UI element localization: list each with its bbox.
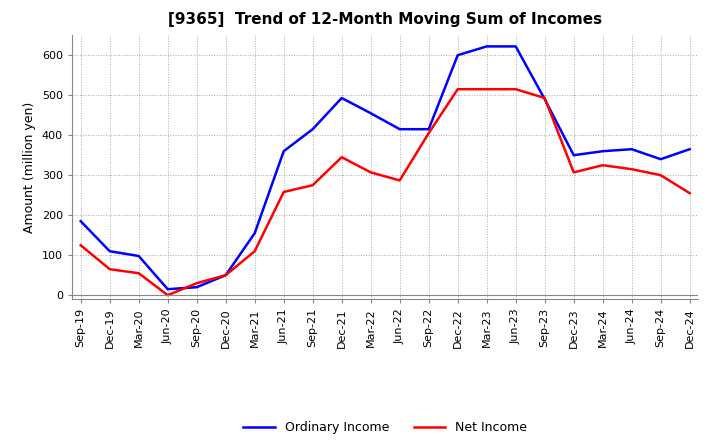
Ordinary Income: [482, 44, 491, 49]
Ordinary Income: [395, 127, 404, 132]
Net Income: [338, 154, 346, 160]
Ordinary Income: [135, 253, 143, 259]
Net Income: [511, 87, 520, 92]
Ordinary Income: [570, 153, 578, 158]
Net Income: [395, 178, 404, 183]
Net Income: [221, 272, 230, 278]
Net Income: [541, 95, 549, 101]
Net Income: [192, 281, 201, 286]
Line: Ordinary Income: Ordinary Income: [81, 46, 690, 289]
Net Income: [251, 249, 259, 254]
Net Income: [685, 191, 694, 196]
Ordinary Income: [598, 149, 607, 154]
Y-axis label: Amount (million yen): Amount (million yen): [23, 102, 36, 233]
Ordinary Income: [279, 149, 288, 154]
Net Income: [424, 131, 433, 136]
Ordinary Income: [192, 285, 201, 290]
Ordinary Income: [424, 127, 433, 132]
Ordinary Income: [76, 219, 85, 224]
Ordinary Income: [454, 52, 462, 58]
Ordinary Income: [308, 127, 317, 132]
Ordinary Income: [541, 96, 549, 102]
Net Income: [279, 189, 288, 194]
Net Income: [366, 170, 375, 175]
Ordinary Income: [657, 157, 665, 162]
Net Income: [657, 172, 665, 178]
Net Income: [163, 293, 172, 298]
Title: [9365]  Trend of 12-Month Moving Sum of Incomes: [9365] Trend of 12-Month Moving Sum of I…: [168, 12, 602, 27]
Net Income: [76, 242, 85, 248]
Net Income: [627, 167, 636, 172]
Ordinary Income: [163, 286, 172, 292]
Net Income: [598, 162, 607, 168]
Line: Net Income: Net Income: [81, 89, 690, 295]
Ordinary Income: [511, 44, 520, 49]
Ordinary Income: [221, 272, 230, 278]
Ordinary Income: [685, 147, 694, 152]
Net Income: [482, 87, 491, 92]
Ordinary Income: [627, 147, 636, 152]
Net Income: [105, 267, 114, 272]
Ordinary Income: [105, 249, 114, 254]
Ordinary Income: [251, 231, 259, 236]
Legend: Ordinary Income, Net Income: Ordinary Income, Net Income: [238, 416, 532, 439]
Ordinary Income: [366, 110, 375, 116]
Net Income: [308, 183, 317, 188]
Net Income: [454, 87, 462, 92]
Net Income: [135, 271, 143, 276]
Net Income: [570, 170, 578, 175]
Ordinary Income: [338, 95, 346, 101]
